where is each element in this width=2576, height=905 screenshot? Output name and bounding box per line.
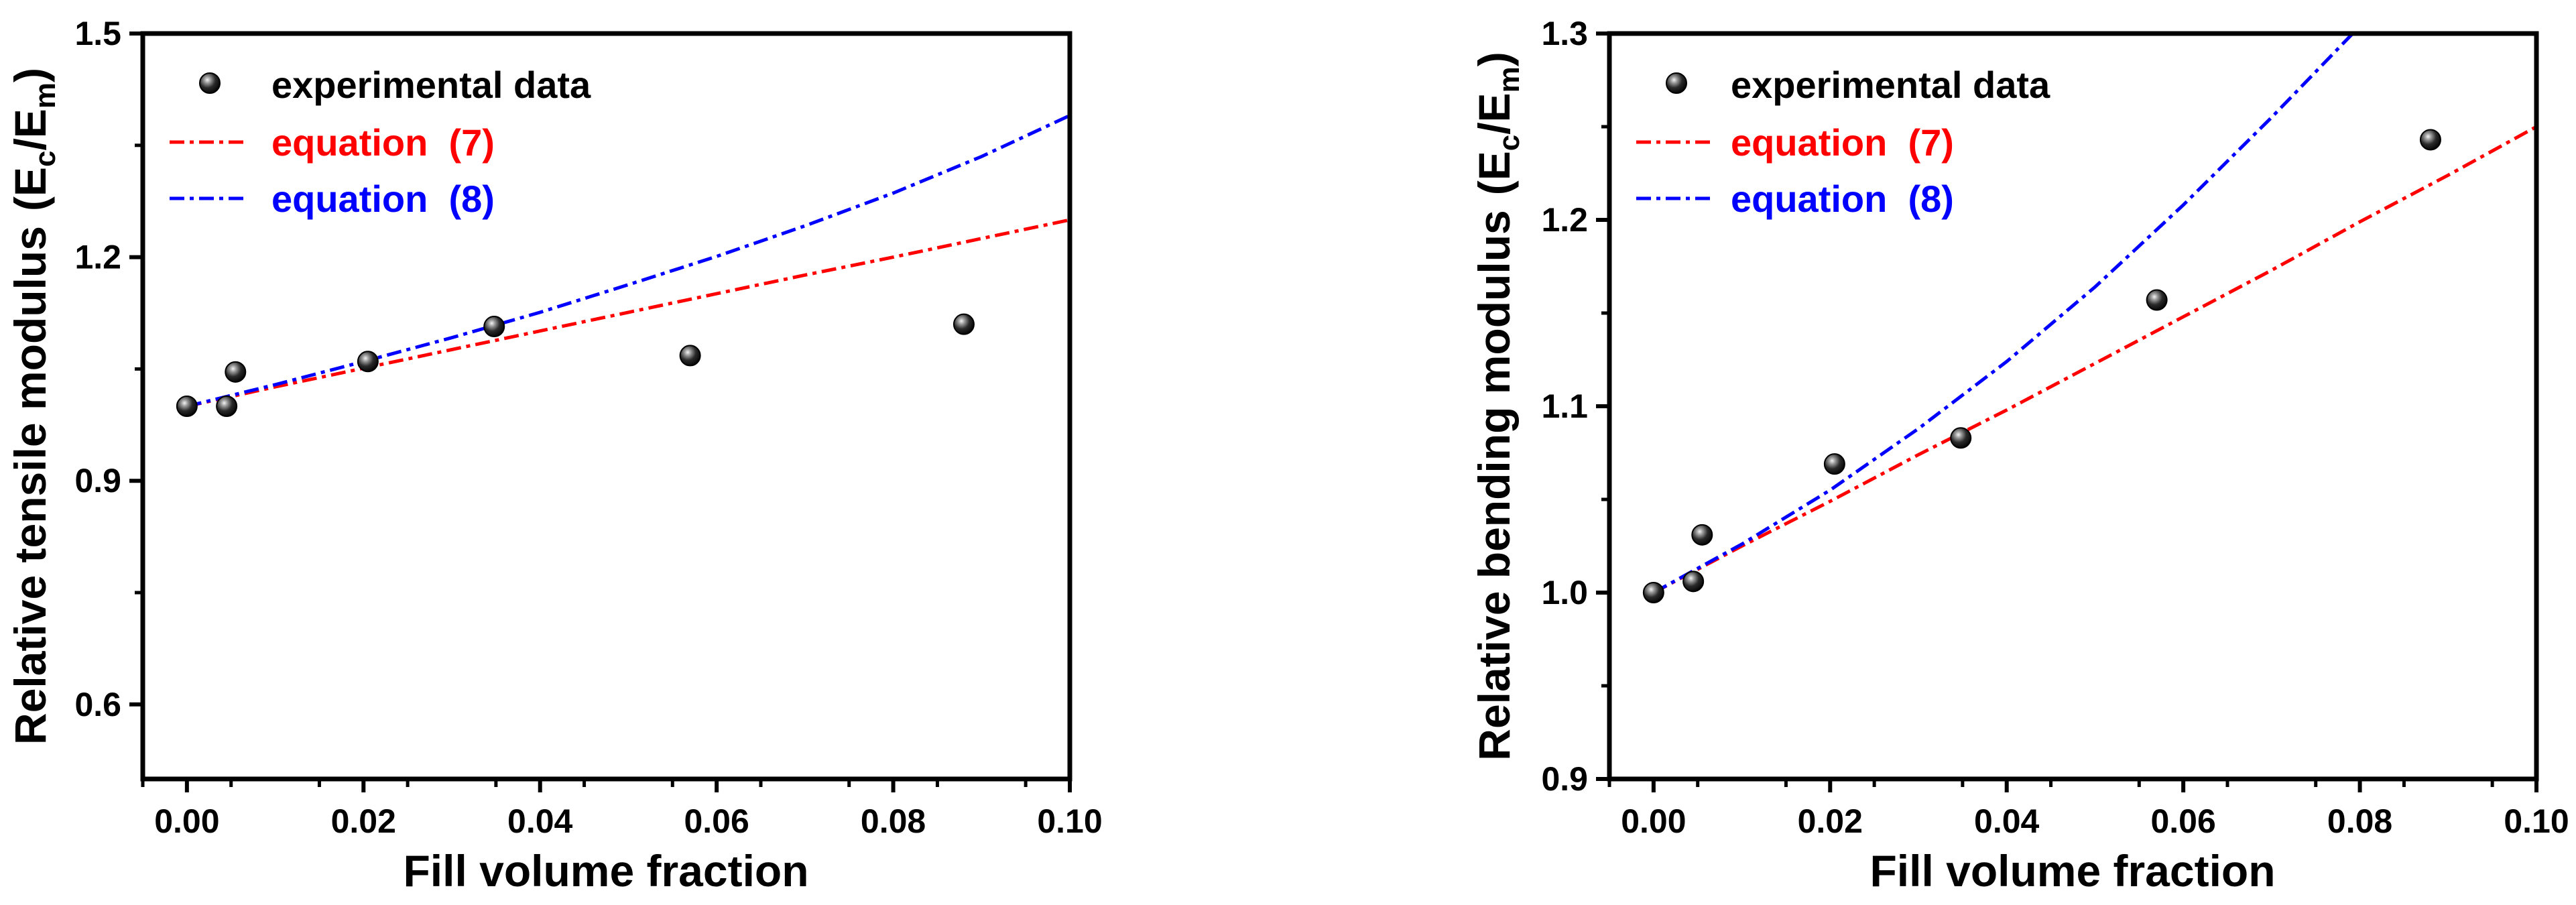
bending-y-axis-label: Relative bending modulus(Ec/Em) bbox=[1469, 52, 1526, 760]
bending-legend-label-experimental: experimental data bbox=[1731, 64, 2050, 106]
tensile-y-tick-label: 0.9 bbox=[74, 462, 121, 499]
bending-data-point bbox=[2146, 289, 2168, 311]
bending-ticks: 0.00 0.02 0.04 0.06 0.08 0.10 0.9 1.0 1.1 1.2 1.3 bbox=[1541, 15, 2569, 840]
tensile-ticks: 0.00 0.02 0.04 0.06 0.08 0.10 0.6 0.9 1.2 1.5 bbox=[74, 15, 1102, 840]
tensile-legend-label-eq8: equation (8) bbox=[271, 178, 495, 220]
bending-y-axis-label-slash: / bbox=[1469, 122, 1519, 134]
bending-y-axis-label-paren-close: ) bbox=[1469, 52, 1519, 66]
bending-curve-equation-7 bbox=[1652, 125, 2536, 595]
tensile-y-axis-label-slash: / bbox=[5, 138, 55, 150]
bending-y-tick-label: 1.2 bbox=[1541, 201, 1588, 239]
tensile-x-axis-label: Fill volume fraction bbox=[403, 846, 808, 896]
bending-legend-label-eq8: equation (8) bbox=[1731, 178, 1954, 220]
bending-data-point bbox=[1823, 453, 1845, 475]
tensile-x-tick-label: 0.08 bbox=[861, 802, 926, 840]
tensile-curve-equation-8 bbox=[186, 114, 1070, 408]
bending-y-axis-label-sub1: c bbox=[1493, 135, 1526, 151]
tensile-legend: experimental data equation (7) equation … bbox=[170, 64, 591, 220]
bending-data-point bbox=[1950, 427, 1972, 449]
tensile-y-axis-label-main: Relative tensile modulus bbox=[5, 226, 55, 745]
tensile-chart: 0.00 0.02 0.04 0.06 0.08 0.10 0.6 0.9 1.2 1.5 Fil… bbox=[5, 15, 1103, 896]
bending-y-tick-label: 1.1 bbox=[1541, 387, 1588, 425]
bending-x-tick-label: 0.06 bbox=[2150, 802, 2215, 840]
tensile-curve-equation-7 bbox=[186, 218, 1070, 408]
bending-x-axis-label: Fill volume fraction bbox=[1869, 846, 2275, 896]
bending-y-axis-label-paren-open: ( bbox=[1469, 180, 1519, 195]
bending-y-tick-label: 0.9 bbox=[1541, 760, 1588, 798]
tensile-plot-frame bbox=[140, 31, 1072, 782]
tensile-plot-marks bbox=[176, 114, 1070, 417]
tensile-y-axis-label-paren-open: ( bbox=[5, 196, 55, 211]
bending-x-tick-label: 0.02 bbox=[1798, 802, 1863, 840]
tensile-x-tick-label: 0.04 bbox=[507, 802, 573, 840]
tensile-data-point bbox=[216, 396, 238, 417]
bending-y-tick-label: 1.0 bbox=[1541, 574, 1588, 611]
bending-data-point bbox=[1691, 524, 1713, 546]
bending-data-point bbox=[2419, 129, 2441, 151]
tensile-data-point bbox=[483, 316, 505, 338]
tensile-data-point bbox=[225, 361, 247, 383]
bending-legend: experimental data equation (7) equation … bbox=[1636, 64, 2050, 220]
bending-y-tick-label: 1.3 bbox=[1541, 15, 1588, 52]
bending-y-axis-label-main: Relative bending modulus bbox=[1469, 210, 1519, 760]
tensile-y-tick-label: 1.5 bbox=[74, 15, 121, 52]
bending-legend-label-eq7: equation (7) bbox=[1731, 121, 1954, 164]
tensile-data-point bbox=[953, 313, 975, 335]
tensile-y-axis-label-sub2: m bbox=[29, 82, 62, 109]
tensile-x-tick-label: 0.02 bbox=[331, 802, 396, 840]
bending-x-tick-label: 0.08 bbox=[2327, 802, 2392, 840]
bending-y-axis-label-sub2: m bbox=[1493, 66, 1526, 93]
bending-x-tick-label: 0.00 bbox=[1621, 802, 1686, 840]
tensile-legend-label-eq7: equation (7) bbox=[271, 121, 495, 164]
bending-y-axis-label-e1: E bbox=[1469, 151, 1519, 180]
bending-legend-marker-experimental bbox=[1666, 72, 1687, 94]
tensile-y-axis-label: Relative tensile modulus(Ec/Em) bbox=[5, 68, 62, 745]
bending-plot-marks bbox=[1642, 34, 2536, 603]
bending-data-point bbox=[1642, 582, 1664, 603]
tensile-y-tick-label: 1.2 bbox=[74, 239, 121, 276]
tensile-legend-label-experimental: experimental data bbox=[271, 64, 591, 106]
bending-chart: 0.00 0.02 0.04 0.06 0.08 0.100.91.01.11.21.3 … bbox=[1469, 15, 2569, 896]
tensile-data-point bbox=[679, 345, 701, 367]
tensile-x-tick-label: 0.06 bbox=[684, 802, 749, 840]
tensile-y-tick-label: 0.6 bbox=[74, 686, 121, 723]
bending-x-tick-label: 0.10 bbox=[2504, 802, 2569, 840]
tensile-y-axis-label-e1: E bbox=[5, 167, 55, 196]
bending-y-axis-label-e2: E bbox=[1469, 93, 1519, 122]
tensile-y-axis-label-sub1: c bbox=[29, 151, 62, 167]
bending-data-point bbox=[1682, 570, 1705, 593]
tensile-data-point bbox=[176, 396, 198, 417]
tensile-x-tick-label: 0.00 bbox=[154, 802, 219, 840]
bending-curve-equation-8 bbox=[1652, 34, 2355, 595]
tensile-legend-marker-experimental bbox=[199, 72, 221, 94]
tensile-y-axis-label-e2: E bbox=[5, 109, 55, 138]
tensile-y-axis-label-paren-close: ) bbox=[5, 68, 55, 82]
tensile-x-tick-label: 0.10 bbox=[1037, 802, 1102, 840]
tensile-data-point bbox=[357, 351, 379, 373]
bending-x-tick-label: 0.04 bbox=[1974, 802, 2040, 840]
